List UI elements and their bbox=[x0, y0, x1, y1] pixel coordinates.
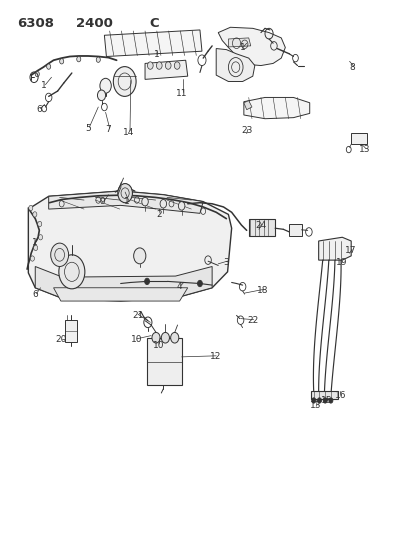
Text: 21: 21 bbox=[133, 311, 144, 320]
Text: 18: 18 bbox=[257, 286, 269, 295]
Circle shape bbox=[51, 243, 69, 266]
Text: 2: 2 bbox=[156, 210, 162, 219]
Text: 6: 6 bbox=[32, 290, 38, 299]
Circle shape bbox=[161, 333, 169, 343]
Polygon shape bbox=[104, 30, 202, 56]
Circle shape bbox=[171, 333, 179, 343]
Text: 9: 9 bbox=[100, 197, 105, 206]
Text: 3: 3 bbox=[224, 258, 229, 266]
Text: 14: 14 bbox=[123, 128, 135, 137]
Text: 1: 1 bbox=[124, 197, 130, 206]
Circle shape bbox=[60, 59, 64, 64]
Circle shape bbox=[317, 398, 322, 403]
Circle shape bbox=[178, 201, 185, 210]
Polygon shape bbox=[319, 237, 351, 260]
Text: 19: 19 bbox=[336, 258, 347, 266]
Polygon shape bbox=[218, 27, 285, 66]
Circle shape bbox=[156, 62, 162, 69]
Circle shape bbox=[59, 255, 85, 289]
Text: 22: 22 bbox=[247, 316, 258, 325]
Circle shape bbox=[144, 278, 149, 285]
Circle shape bbox=[329, 398, 333, 403]
Circle shape bbox=[118, 183, 133, 203]
Text: 2400: 2400 bbox=[76, 17, 113, 30]
Circle shape bbox=[160, 199, 166, 208]
Text: 13: 13 bbox=[310, 401, 322, 410]
Bar bbox=[289, 224, 302, 236]
Text: 20: 20 bbox=[55, 335, 67, 344]
Circle shape bbox=[33, 212, 37, 217]
Circle shape bbox=[47, 64, 51, 69]
Circle shape bbox=[100, 78, 111, 93]
Text: 1: 1 bbox=[32, 238, 38, 247]
Text: 24: 24 bbox=[255, 221, 266, 230]
Text: 1: 1 bbox=[240, 43, 246, 52]
Bar bbox=[147, 338, 182, 384]
Circle shape bbox=[29, 205, 33, 211]
Circle shape bbox=[30, 256, 34, 261]
Text: 17: 17 bbox=[346, 246, 357, 255]
Text: 12: 12 bbox=[210, 352, 221, 361]
Polygon shape bbox=[216, 49, 255, 82]
Polygon shape bbox=[53, 288, 188, 301]
Polygon shape bbox=[244, 98, 310, 119]
Polygon shape bbox=[145, 60, 188, 79]
Circle shape bbox=[33, 245, 38, 251]
Circle shape bbox=[197, 280, 202, 287]
Circle shape bbox=[152, 333, 160, 343]
Bar bbox=[310, 391, 338, 399]
Circle shape bbox=[38, 235, 42, 240]
Text: C: C bbox=[149, 17, 159, 30]
Bar bbox=[65, 320, 77, 342]
Polygon shape bbox=[228, 38, 251, 47]
Text: 10: 10 bbox=[131, 335, 143, 344]
Circle shape bbox=[165, 62, 171, 69]
Text: 13: 13 bbox=[359, 145, 370, 154]
Text: 1: 1 bbox=[40, 81, 46, 90]
Circle shape bbox=[312, 398, 316, 403]
Text: 15: 15 bbox=[321, 396, 333, 405]
Circle shape bbox=[77, 56, 81, 62]
Polygon shape bbox=[35, 266, 212, 298]
Polygon shape bbox=[244, 101, 252, 110]
Text: 16: 16 bbox=[335, 391, 346, 400]
Circle shape bbox=[38, 221, 42, 227]
Circle shape bbox=[142, 197, 148, 206]
Circle shape bbox=[134, 248, 146, 264]
Circle shape bbox=[323, 398, 327, 403]
Polygon shape bbox=[28, 191, 232, 301]
Polygon shape bbox=[49, 191, 203, 213]
Circle shape bbox=[147, 62, 153, 69]
Text: 7: 7 bbox=[106, 125, 111, 134]
Text: 6: 6 bbox=[36, 105, 42, 114]
Circle shape bbox=[174, 62, 180, 69]
Circle shape bbox=[98, 90, 106, 101]
Bar bbox=[249, 219, 275, 236]
Text: 23: 23 bbox=[241, 126, 253, 135]
Circle shape bbox=[96, 57, 100, 62]
Text: 8: 8 bbox=[350, 63, 355, 71]
Text: 11: 11 bbox=[176, 89, 187, 98]
Text: 5: 5 bbox=[85, 124, 91, 133]
Text: 1: 1 bbox=[154, 51, 160, 59]
Circle shape bbox=[35, 71, 39, 77]
Text: 10: 10 bbox=[153, 341, 164, 350]
Circle shape bbox=[113, 67, 136, 96]
Text: 4: 4 bbox=[177, 282, 182, 291]
Bar bbox=[351, 133, 367, 144]
Text: 6308: 6308 bbox=[17, 17, 54, 30]
